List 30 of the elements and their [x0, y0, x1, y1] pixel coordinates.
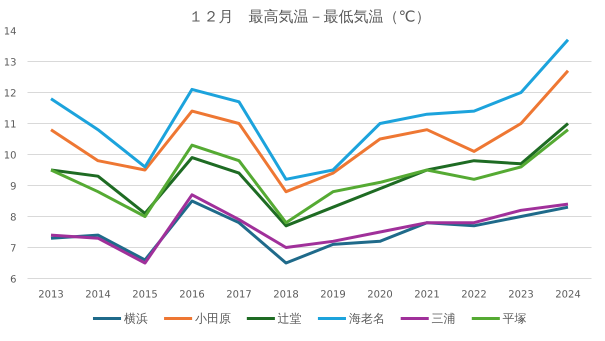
line-series [50, 69, 570, 194]
x-tick-label: 2023 [508, 290, 534, 300]
x-tick-label: 2022 [461, 290, 487, 300]
y-tick-label: 8 [10, 212, 17, 224]
x-tick-label: 2021 [414, 290, 440, 300]
legend-label: 小田原 [194, 312, 231, 326]
x-tick-label: 2015 [132, 290, 158, 300]
x-tick-label: 2018 [273, 290, 299, 300]
y-tick-label: 12 [4, 88, 17, 100]
x-tick-label: 2014 [85, 290, 111, 300]
legend-label: 辻堂 [278, 312, 302, 326]
x-tick-label: 2017 [226, 290, 252, 300]
y-tick-label: 6 [10, 274, 17, 286]
legend-label: 横浜 [124, 312, 148, 326]
x-tick-label: 2013 [38, 290, 64, 300]
y-tick-label: 11 [4, 120, 17, 130]
legend-label: 平塚 [502, 312, 527, 326]
y-tick-label: 10 [4, 150, 17, 162]
y-tick-label: 9 [10, 182, 17, 192]
y-tick-label: 13 [4, 58, 17, 68]
line-series [50, 38, 570, 181]
x-tick-label: 2019 [320, 290, 346, 300]
x-tick-label: 2020 [367, 290, 393, 300]
y-tick-label: 7 [10, 244, 17, 254]
chart-title: １２月 最高気温－最低気温（℃） [188, 8, 430, 26]
y-tick-label: 14 [4, 26, 17, 38]
x-tick-label: 2024 [555, 290, 581, 300]
legend-label: 三浦 [432, 312, 456, 326]
legend-label: 海老名 [348, 312, 385, 326]
x-tick-label: 2016 [179, 290, 205, 300]
